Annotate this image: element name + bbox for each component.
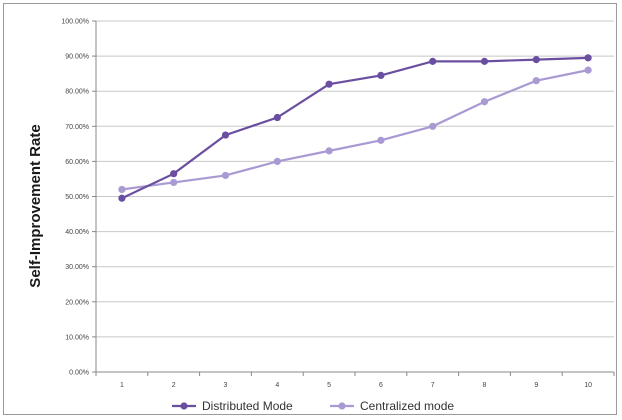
x-tick-label: 5 [327,382,331,389]
x-tick-label: 8 [483,382,487,389]
x-tick-label: 10 [584,382,592,389]
y-tick-label: 20.00% [65,299,89,306]
legend-label: Centralized mode [360,399,454,413]
data-point [429,57,437,65]
y-tick-label: 60.00% [65,159,89,166]
legend: Distributed Mode Centralized mode [172,399,454,413]
data-point [118,185,126,194]
data-point [170,178,178,187]
x-tick-label: 7 [431,382,435,389]
y-tick-label: 70.00% [65,124,89,131]
data-point [532,77,540,85]
y-tick-label: 30.00% [65,264,89,271]
data-point [273,113,281,122]
data-point [377,71,385,80]
data-point [170,170,178,178]
data-point [480,98,489,106]
y-tick-label: 10.00% [65,334,89,341]
x-tick-labels: 1 2 3 4 5 6 7 8 9 10 [95,372,615,389]
data-point [532,56,540,64]
series-line [121,56,589,200]
y-tick-label: 50.00% [65,194,89,201]
x-tick-label: 4 [275,382,279,389]
y-tick-label: 40.00% [65,229,89,236]
legend-label: Distributed Mode [202,399,293,413]
data-point [325,80,333,88]
legend-swatch-marker [180,402,188,410]
data-point [118,194,126,202]
y-tick-label: 80.00% [65,89,89,96]
data-point [273,157,281,165]
y-axis-label: Self-Improvement Rate [27,124,44,287]
data-point [221,131,230,139]
chart-frame [3,3,617,415]
y-tick-label: 100.00% [61,19,89,26]
y-tick-label: 90.00% [65,54,89,61]
x-tick-label: 6 [379,382,383,389]
data-point [221,171,230,180]
series-line [121,69,589,191]
x-tick-label: 2 [172,382,176,389]
x-tick-label: 9 [534,382,538,389]
series-lines [118,54,592,202]
data-point [429,122,437,130]
legend-swatch-marker [338,402,346,410]
gridlines [92,20,614,373]
data-point [325,147,333,155]
y-tick-labels: 0.00% 10.00% 20.00% 30.00% 40.00% 50.00% 60.00… [61,19,89,377]
data-point [584,66,592,74]
data-point [480,57,489,65]
x-tick-label: 3 [224,382,228,389]
x-tick-label: 1 [120,382,124,389]
y-tick-label: 0.00% [69,370,89,377]
data-point [377,136,385,144]
data-point [584,54,592,62]
